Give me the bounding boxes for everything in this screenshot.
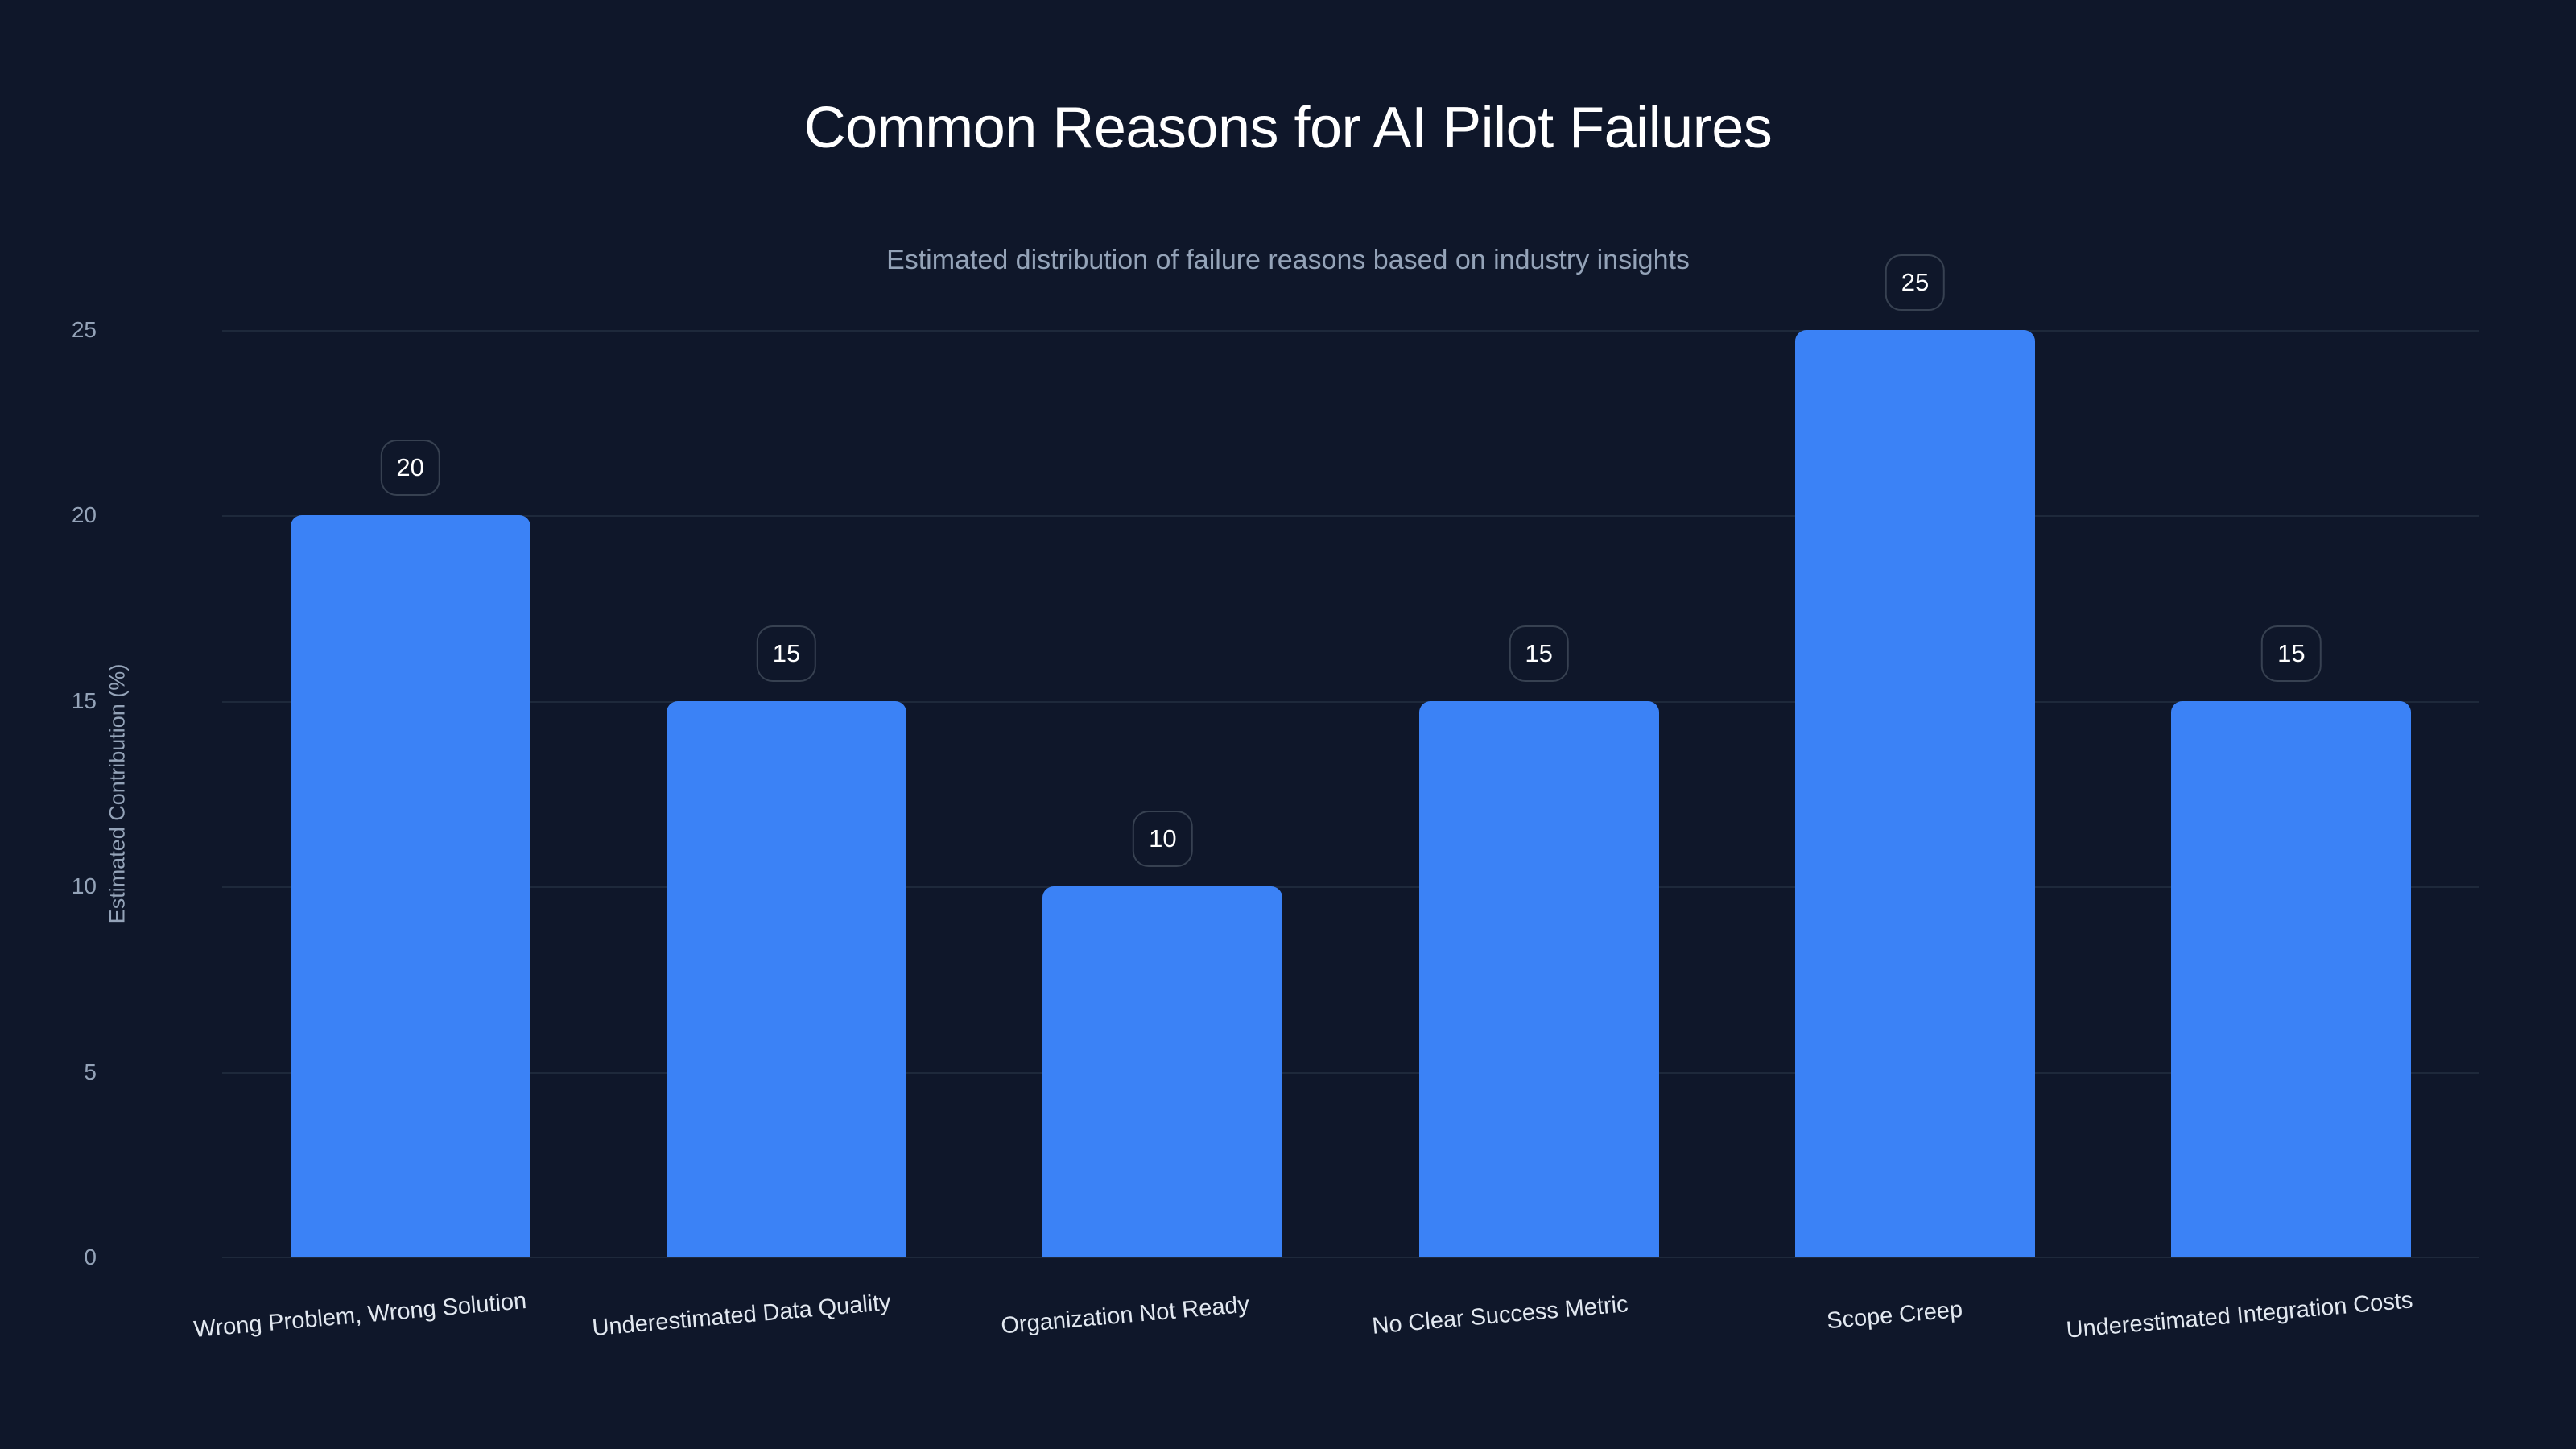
x-tick-label: Underestimated Integration Costs [2064,1287,2414,1344]
gridline-10 [222,886,2479,888]
value-badge: 15 [756,625,817,682]
y-tick: 15 [71,688,97,713]
bar[interactable] [1418,700,1659,1257]
x-tick-label: Underestimated Data Quality [591,1289,892,1342]
value-badge: 15 [2261,625,2322,682]
plot-area: 0 5 10 15 20 25 20 15 10 15 25 15 [72,254,2479,1269]
x-tick-label: Wrong Problem, Wrong Solution [192,1287,528,1344]
bar[interactable] [2171,700,2412,1257]
y-tick: 25 [71,317,97,342]
gridline-20 [222,515,2479,517]
bar[interactable] [667,700,906,1257]
x-tick-label: Organization Not Ready [1000,1291,1251,1340]
bar[interactable] [1042,886,1283,1257]
bar[interactable] [1795,330,2035,1257]
y-tick: 10 [71,873,97,898]
value-badge: 15 [1509,625,1569,682]
value-badge: 10 [1133,811,1193,868]
chart-title: Common Reasons for AI Pilot Failures [803,96,1773,160]
value-badge: 20 [380,440,440,497]
bar[interactable] [290,515,530,1257]
gridline-0 [222,1257,2479,1258]
gridline-5 [222,1072,2479,1074]
y-tick: 0 [84,1245,97,1269]
value-badge: 25 [1885,254,1946,311]
x-tick-label: Scope Creep [1825,1296,1964,1335]
y-tick: 20 [71,502,97,527]
y-axis-label: Estimated Contribution (%) [105,663,130,924]
x-tick-label: No Clear Success Metric [1371,1291,1630,1340]
chart-subtitle: Estimated distribution of failure reason… [886,245,1690,275]
gridline-15 [222,701,2479,703]
gridline-25 [222,330,2479,332]
y-tick: 5 [84,1059,97,1084]
